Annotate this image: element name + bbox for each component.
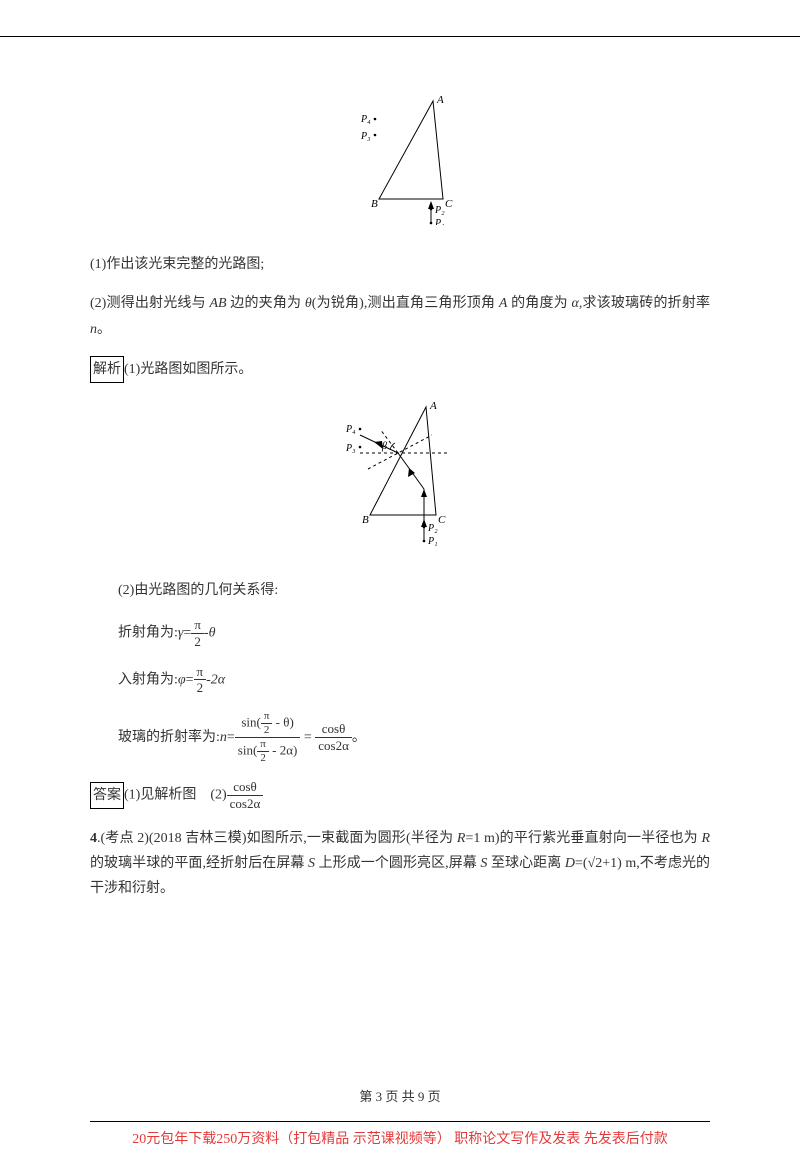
svg-text:P₃: P₃: [360, 131, 371, 142]
footer-rule: [90, 1121, 710, 1122]
svg-text:P₂: P₂: [434, 205, 445, 216]
eq-refraction-angle: 折射角为:γ=π2-θ: [118, 617, 710, 649]
footer-ad: 20元包年下载250万资料（打包精品 示范课视频等） 职称论文写作及发表 先发表…: [0, 1127, 800, 1152]
problem-4: 4.(考点 2)(2018 吉林三模)如图所示,一束截面为圆形(半径为 R=1 …: [90, 826, 710, 902]
svg-text:β: β: [381, 441, 387, 452]
eq-incidence-angle: 入射角为:φ=π2-2α: [118, 664, 710, 696]
svg-text:A: A: [436, 95, 444, 106]
label-daan: 答案: [90, 782, 124, 809]
figure-triangle-2: A B C P₂ P₁ P₃ P₄ β: [90, 401, 710, 560]
svg-text:P₄: P₄: [360, 114, 371, 125]
svg-text:P₂: P₂: [427, 523, 438, 534]
analysis-1: 解析(1)光路图如图所示。: [90, 356, 710, 383]
svg-text:P₁: P₁: [427, 536, 438, 547]
svg-text:B: B: [371, 198, 378, 210]
figure-triangle-1: A B C P₂ P₁ P₃ P₄: [90, 95, 710, 234]
svg-text:B: B: [362, 514, 369, 526]
answer-line: 答案(1)见解析图 (2)cosθcos2α: [90, 779, 710, 811]
question-2: (2)测得出射光线与 AB 边的夹角为 θ(为锐角),测出直角三角形顶角 A 的…: [90, 291, 710, 341]
svg-text:P₁: P₁: [434, 218, 445, 225]
eq-refractive-index: 玻璃的折射率为:n= sin(π2 - θ) sin(π2 - 2α) = co…: [118, 710, 710, 766]
svg-text:P₄: P₄: [345, 424, 356, 435]
svg-text:A: A: [429, 401, 437, 412]
analysis-2: (2)由光路图的几何关系得:: [118, 578, 710, 603]
svg-text:P₃: P₃: [345, 443, 356, 454]
svg-text:C: C: [445, 198, 453, 210]
question-1: (1)作出该光束完整的光路图;: [90, 252, 710, 277]
svg-text:C: C: [438, 514, 446, 526]
page-number: 第 3 页 共 9 页: [0, 1085, 800, 1108]
label-jiexi: 解析: [90, 356, 124, 383]
